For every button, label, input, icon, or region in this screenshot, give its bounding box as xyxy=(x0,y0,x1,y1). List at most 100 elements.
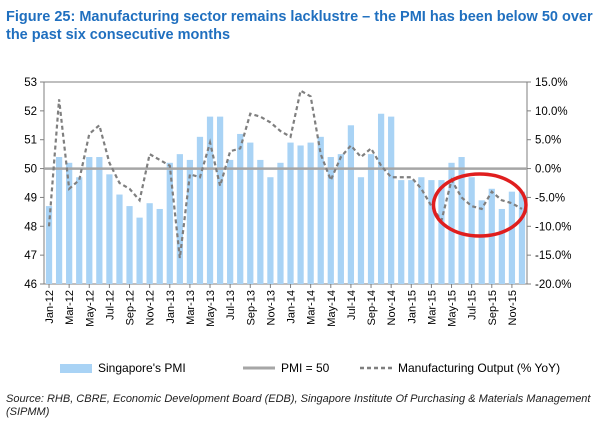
right-axis-tick-label: 5.0% xyxy=(535,135,561,147)
pmi-bar xyxy=(458,157,465,284)
pmi-chart: 46 47 48 49 50 51 52 53 -20.0% -15.0% -10.0% -5.0% 0… xyxy=(24,77,571,327)
x-axis-tick-label: Nov-15 xyxy=(507,290,519,325)
x-axis-tick-label: Mar-14 xyxy=(306,290,318,325)
pmi-bar xyxy=(45,206,53,284)
pmi-bar xyxy=(196,136,204,284)
x-axis-tick-label: May-15 xyxy=(447,290,459,327)
pmi-bar xyxy=(478,200,485,284)
pmi-bar xyxy=(317,136,324,284)
legend-swatch-pmi-bar xyxy=(60,364,92,373)
legend-item-pmi50: PMI = 50 xyxy=(243,360,363,376)
pmi-bar xyxy=(438,180,445,284)
right-axis-tick-label: 0.0% xyxy=(535,164,561,176)
pmi-bar xyxy=(96,157,103,284)
pmi-bar xyxy=(146,203,153,284)
pmi-bar xyxy=(418,177,425,284)
legend-label-output: Manufacturing Output (% YoY) xyxy=(398,361,561,375)
x-axis-tick-label: Mar-13 xyxy=(185,290,197,325)
figure-title: Figure 25: Manufacturing sector remains … xyxy=(6,9,593,43)
legend-item-output: Manufacturing Output (% YoY) xyxy=(360,360,580,376)
pmi-bar xyxy=(216,116,224,284)
pmi-bar xyxy=(408,180,415,284)
x-axis-tick-label: Jan-12 xyxy=(44,290,56,324)
right-axis-tick-label: 10.0% xyxy=(535,106,568,118)
legend-swatch-pmi50-line xyxy=(243,366,275,370)
x-axis-tick-label: Mar-15 xyxy=(426,290,438,325)
legend-item-pmi: Singapore's PMI xyxy=(60,360,240,376)
legend-label-pmi50: PMI = 50 xyxy=(281,361,330,375)
pmi-bar xyxy=(206,116,214,284)
pmi-bar xyxy=(398,180,405,284)
x-axis-tick-label: Nov-12 xyxy=(145,290,157,325)
pmi-bar xyxy=(166,162,173,284)
pmi-bar xyxy=(367,154,375,284)
left-axis-tick-label: 50 xyxy=(24,164,37,176)
left-axis-tick-label: 52 xyxy=(24,106,37,118)
pmi-bar xyxy=(156,208,163,284)
pmi-bar xyxy=(468,177,475,284)
pmi-bar xyxy=(287,142,294,284)
x-axis-tick-label: May-12 xyxy=(84,290,96,327)
left-axis-tick-label: 51 xyxy=(24,135,37,147)
x-axis-tick-label: May-13 xyxy=(205,290,217,327)
x-axis-tick-label: Jan-14 xyxy=(286,290,298,324)
pmi-bar xyxy=(106,174,113,284)
pmi-bar xyxy=(267,177,274,284)
pmi-bar xyxy=(66,162,73,284)
pmi-bar xyxy=(76,177,83,284)
left-axis-tick-label: 47 xyxy=(24,250,37,262)
plot-frame xyxy=(43,81,528,285)
highlight-ellipse xyxy=(431,172,528,238)
x-axis-tick-label: Jan-15 xyxy=(406,290,418,324)
pmi-bar xyxy=(126,206,133,284)
pmi-bar xyxy=(347,125,355,285)
pmi-bar xyxy=(327,157,334,284)
pmi-bar xyxy=(518,191,526,284)
pmi-bar xyxy=(448,162,455,284)
pmi-bar xyxy=(227,159,234,284)
x-axis-tick-label: Jul-13 xyxy=(225,290,237,320)
pmi-bar xyxy=(116,194,123,284)
right-axis-tick-label: -5.0% xyxy=(535,192,565,204)
x-axis-tick-label: Sep-14 xyxy=(366,290,378,325)
pmi-bar xyxy=(388,116,395,284)
right-axis-tick-label: -10.0% xyxy=(535,221,571,233)
pmi-bar xyxy=(297,145,304,284)
pmi-bar xyxy=(377,113,385,284)
x-axis-tick-label: Sep-12 xyxy=(125,290,137,325)
pmi-bar xyxy=(357,177,365,284)
pmi-bar xyxy=(498,208,505,284)
pmi-bar xyxy=(428,180,435,284)
left-axis-tick-label: 46 xyxy=(24,279,37,291)
x-axis-tick-label: Jul-14 xyxy=(346,290,358,320)
left-axis-tick-label: 53 xyxy=(24,77,37,89)
pmi-bar xyxy=(337,154,344,284)
pmi-bar xyxy=(247,142,254,284)
x-axis-tick-label: Sep-13 xyxy=(245,290,257,325)
pmi-bar xyxy=(86,157,93,284)
pmi-bar xyxy=(176,154,183,284)
source-note: Source: RHB, CBRE, Economic Development … xyxy=(6,393,591,418)
x-axis-tick-label: Jan-13 xyxy=(165,290,177,324)
pmi-bar xyxy=(257,159,264,284)
pmi-bar xyxy=(55,157,63,284)
manufacturing-output-line xyxy=(47,88,523,259)
x-axis-tick-label: Mar-12 xyxy=(64,290,76,325)
x-axis-tick-label: Nov-14 xyxy=(386,290,398,325)
x-axis-tick-label: May-14 xyxy=(326,290,338,327)
right-axis-tick-label: 15.0% xyxy=(535,77,568,89)
pmi-bar xyxy=(508,191,516,284)
legend-label-pmi: Singapore's PMI xyxy=(98,361,186,375)
pmi-bar xyxy=(277,162,284,284)
legend-swatch-output-line xyxy=(360,366,392,370)
chart-legend: Singapore's PMI PMI = 50 Manufacturing O… xyxy=(60,360,580,378)
left-axis-tick-label: 48 xyxy=(24,221,37,233)
pmi-bar xyxy=(136,217,143,284)
x-axis-tick-label: Nov-13 xyxy=(265,290,277,325)
pmi-bar xyxy=(237,133,244,284)
x-axis-tick-label: Jul-15 xyxy=(467,290,479,320)
right-axis-tick-label: -15.0% xyxy=(535,250,571,262)
x-axis-tick-label: Sep-15 xyxy=(487,290,499,325)
left-axis-tick-label: 49 xyxy=(24,192,37,204)
pmi-bar xyxy=(307,142,314,284)
